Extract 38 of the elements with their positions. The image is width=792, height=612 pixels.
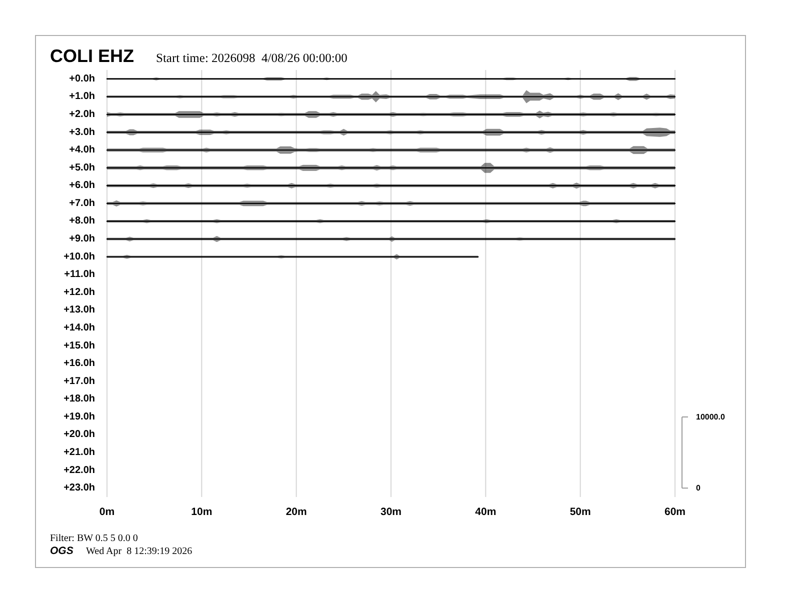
text: Wed Apr 8 12:39:19 2026 <box>86 546 192 557</box>
y-tick-label: +13.0h <box>64 304 95 316</box>
y-tick-label: +1.0h <box>69 91 95 102</box>
y-tick-label: +23.0h <box>64 482 95 494</box>
y-tick-label: +8.0h <box>69 216 95 227</box>
y-tick-label: +22.0h <box>64 464 95 476</box>
text: Filter: BW 0.5 5 0.0 0 <box>50 533 138 544</box>
y-tick-label: +16.0h <box>64 358 95 370</box>
x-tick-label: 20m <box>286 506 307 518</box>
y-tick-label: +7.0h <box>69 198 95 209</box>
x-tick-label: 10m <box>191 506 212 518</box>
y-tick-label: +11.0h <box>64 269 95 280</box>
y-tick-label: +0.0h <box>69 73 95 84</box>
y-tick-label: +6.0h <box>69 180 95 192</box>
x-tick-label: 50m <box>570 506 591 518</box>
chart-title: COLI EHZ <box>50 46 134 66</box>
y-tick-label: +18.0h <box>64 394 95 405</box>
y2-tick-label: 10000.0 <box>696 412 726 422</box>
x-tick-label: 40m <box>475 506 496 518</box>
chart-subtitle: Start time: 2026098 4/08/26 00:00:00 <box>156 51 348 65</box>
x-tick-label: 30m <box>380 506 402 518</box>
y-tick-label: +19.0h <box>64 411 95 422</box>
y-tick-label: +3.0h <box>69 126 95 138</box>
y-tick-label: +15.0h <box>64 340 95 352</box>
text: OGS <box>50 545 74 557</box>
y-tick-label: +12.0h <box>64 286 95 298</box>
x-tick-label: 0m <box>99 506 115 518</box>
y-tick-label: +20.0h <box>64 429 95 440</box>
y-tick-label: +2.0h <box>69 108 95 120</box>
y-tick-label: +14.0h <box>64 322 95 334</box>
y2-tick-label: 0 <box>696 484 701 493</box>
y-tick-label: +21.0h <box>64 447 95 458</box>
x-tick-label: 60m <box>664 506 686 518</box>
y-tick-label: +17.0h <box>64 376 95 387</box>
y-tick-label: +5.0h <box>69 162 95 174</box>
y-tick-label: +4.0h <box>69 144 95 156</box>
y-tick-label: +9.0h <box>69 234 95 245</box>
y-tick-label: +10.0h <box>64 251 95 262</box>
